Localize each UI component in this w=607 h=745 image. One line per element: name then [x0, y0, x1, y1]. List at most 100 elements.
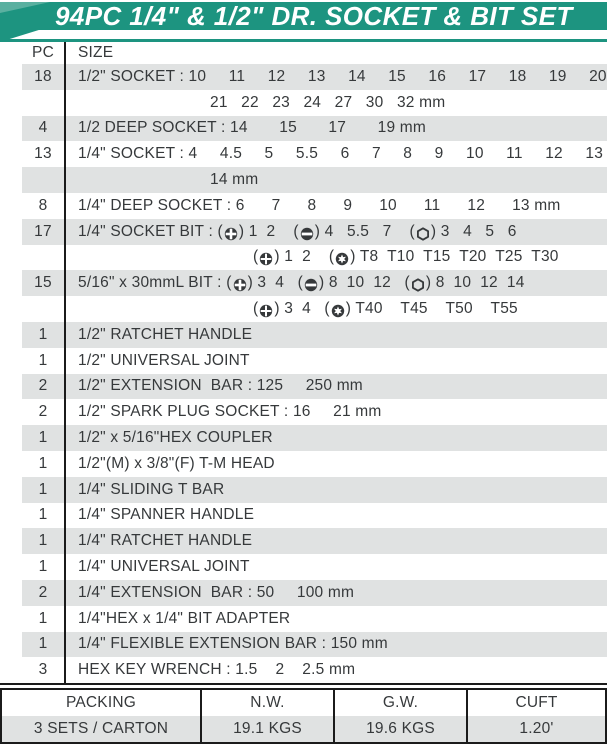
size-cell: 1/2"(M) x 3/8"(F) T-M HEAD: [78, 454, 275, 472]
size-cell: 1/4" DEEP SOCKET : 6 7 8 9 10 11 12 13 m…: [78, 196, 561, 214]
table-row: 1 1/2"(M) x 3/8"(F) T-M HEAD: [22, 450, 607, 477]
pc-cell: 15: [22, 270, 66, 297]
size-column-header: SIZE: [78, 44, 114, 61]
size-cell: () 3 4 () T40 T45 T50 T55: [253, 300, 518, 318]
table-row: 13 1/4" SOCKET : 4 4.5 5 5.5 6 7 8 9 10 1…: [22, 141, 607, 168]
table-row: () 3 4 () T40 T45 T50 T55: [22, 296, 607, 322]
size-cell: 1/4" SLIDING T BAR: [78, 480, 225, 498]
table-row: 1 1/2" x 5/16"HEX COUPLER: [22, 425, 607, 451]
size-cell: 1/2 DEEP SOCKET : 14 15 17 19 mm: [78, 119, 426, 137]
size-cell: 1/4" SOCKET BIT : () 1 2 () 4 5.5 7 () 3…: [78, 222, 517, 241]
size-cell: 1/4" UNIVERSAL JOINT: [78, 558, 250, 576]
pc-column-header: PC: [22, 42, 66, 64]
pc-cell: 1: [22, 554, 66, 580]
pc-cell: 1: [22, 528, 66, 555]
size-cell: 5/16" x 30mmL BIT : () 3 4 () 8 10 12 ()…: [78, 274, 525, 292]
pc-cell: 1: [22, 347, 66, 374]
size-cell: 1/2" x 5/16"HEX COUPLER: [78, 429, 273, 447]
size-cell: 1/4" FLEXIBLE EXTENSION BAR : 150 mm: [78, 635, 388, 653]
title-banner: 94PC 1/4" & 1/2" DR. SOCKET & BIT SET: [0, 0, 607, 42]
table-row: 1 1/4" FLEXIBLE EXTENSION BAR : 150 mm: [22, 631, 607, 658]
pc-cell: [22, 296, 66, 322]
pc-cell: 1: [22, 476, 66, 503]
pc-cell: 1: [22, 450, 66, 477]
pc-cell: [22, 167, 66, 193]
size-cell: 1/2" SPARK PLUG SOCKET : 16 21 mm: [78, 403, 382, 421]
pc-cell: 1: [22, 425, 66, 451]
size-table: PC SIZE 18 1/2" SOCKET : 10 11 12 13 14 1…: [0, 39, 607, 686]
torx-icon: [331, 304, 345, 318]
cuft-header: CUFT: [466, 690, 605, 717]
table-row: 21 22 23 24 27 30 32 mm: [22, 89, 607, 116]
pc-cell: 1: [22, 605, 66, 632]
pc-cell: [22, 244, 66, 271]
table-row: 2 1/4" EXTENSION BAR : 50 100 mm: [22, 579, 607, 606]
packing-value: 3 SETS / CARTON: [2, 716, 200, 743]
table-row: 1 1/4" RATCHET HANDLE: [22, 528, 607, 555]
size-cell: () 1 2 () T8 T10 T15 T20 T25 T30: [253, 248, 559, 266]
nw-header: N.W.: [200, 690, 333, 717]
table-row: 18 1/2" SOCKET : 10 11 12 13 14 15 16 17 …: [22, 64, 607, 90]
slotted-icon: [304, 278, 318, 292]
size-cell: HEX KEY WRENCH : 1.5 2 2.5 mm: [78, 661, 356, 679]
size-cell: 1/4" EXTENSION BAR : 50 100 mm: [78, 583, 355, 601]
size-cell: 1/2" RATCHET HANDLE: [78, 325, 253, 343]
cuft-value: 1.20': [466, 716, 605, 743]
pozidriv-icon: [259, 252, 273, 266]
hex-icon: [411, 278, 425, 292]
table-row: 1 1/4"HEX x 1/4" BIT ADAPTER: [22, 605, 607, 632]
table-row: 1 1/4" SPANNER HANDLE: [22, 502, 607, 529]
packing-table: PACKING N.W. G.W. CUFT 3 SETS / CARTON 1…: [0, 688, 607, 745]
pc-cell: 8: [22, 192, 66, 219]
pc-cell: 18: [22, 64, 66, 90]
table-row: 2 1/2" SPARK PLUG SOCKET : 16 21 mm: [22, 399, 607, 426]
phillips-icon: [224, 227, 238, 241]
table-row: 8 1/4" DEEP SOCKET : 6 7 8 9 10 11 12 13 …: [22, 192, 607, 219]
pc-cell: 2: [22, 373, 66, 400]
pc-cell: 2: [22, 399, 66, 426]
table-row: 4 1/2 DEEP SOCKET : 14 15 17 19 mm: [22, 115, 607, 142]
pc-cell: 3: [22, 657, 66, 684]
table-row: 17 1/4" SOCKET BIT : () 1 2 () 4 5.5 7 ()…: [22, 218, 607, 245]
size-cell: 1/2" EXTENSION BAR : 125 250 mm: [78, 377, 363, 395]
table-row: 1 1/2" RATCHET HANDLE: [22, 321, 607, 348]
gw-header: G.W.: [333, 690, 466, 717]
table-row: 1 1/4" SLIDING T BAR: [22, 476, 607, 503]
pc-cell: 1: [22, 631, 66, 658]
table-row: 3 HEX KEY WRENCH : 1.5 2 2.5 mm: [22, 657, 607, 684]
torx-icon: [335, 252, 349, 266]
pc-cell: 13: [22, 141, 66, 168]
size-cell: 1/4" RATCHET HANDLE: [78, 532, 253, 550]
pozidriv-icon: [259, 304, 273, 318]
table-row: 15 5/16" x 30mmL BIT : () 3 4 () 8 10 12 …: [22, 270, 607, 297]
pc-cell: [22, 89, 66, 116]
phillips-icon: [233, 278, 247, 292]
gw-value: 19.6 KGS: [333, 716, 466, 743]
nw-value: 19.1 KGS: [200, 716, 333, 743]
banner-highlight: [0, 2, 50, 13]
size-cell: 1/4" SPANNER HANDLE: [78, 506, 255, 524]
table-row: 1 1/2" UNIVERSAL JOINT: [22, 347, 607, 374]
pc-cell: 1: [22, 502, 66, 529]
size-cell: 14 mm: [210, 171, 259, 189]
slotted-icon: [300, 227, 314, 241]
size-table-header: PC SIZE: [22, 42, 607, 64]
table-row: 2 1/2" EXTENSION BAR : 125 250 mm: [22, 373, 607, 400]
size-table-body: 18 1/2" SOCKET : 10 11 12 13 14 15 16 17 …: [0, 64, 607, 684]
hex-icon: [416, 227, 430, 241]
table-row: 14 mm: [22, 167, 607, 193]
banner-bar: [0, 2, 607, 30]
pc-cell: 17: [22, 218, 66, 245]
size-cell: 1/2" UNIVERSAL JOINT: [78, 351, 250, 369]
packing-header: PACKING: [65, 694, 136, 712]
page-title: 94PC 1/4" & 1/2" DR. SOCKET & BIT SET: [55, 1, 573, 31]
table-row: () 1 2 () T8 T10 T15 T20 T25 T30: [22, 244, 607, 271]
size-cell: 1/4"HEX x 1/4" BIT ADAPTER: [78, 609, 291, 627]
size-cell: 21 22 23 24 27 30 32 mm: [210, 93, 446, 111]
pc-cell: 2: [22, 579, 66, 606]
size-cell: 1/2" SOCKET : 10 11 12 13 14 15 16 17 18…: [78, 67, 607, 85]
pc-cell: 1: [22, 321, 66, 348]
size-cell: 1/4" SOCKET : 4 4.5 5 5.5 6 7 8 9 10 11 …: [78, 145, 604, 163]
pc-cell: 4: [22, 115, 66, 142]
table-row: 1 1/4" UNIVERSAL JOINT: [22, 554, 607, 580]
